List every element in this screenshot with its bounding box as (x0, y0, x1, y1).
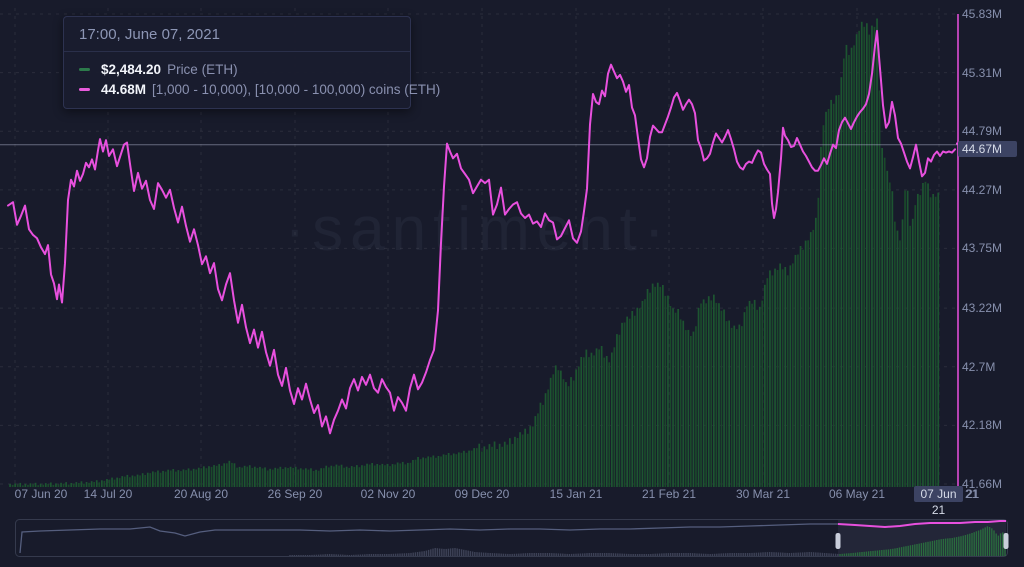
x-axis-label: 15 Jan 21 (549, 487, 603, 501)
x-axis-label: 09 Dec 20 (454, 487, 510, 501)
x-axis-label: 06 May 21 (828, 487, 886, 501)
x-axis-label: 26 Sep 20 (267, 487, 323, 501)
tooltip-row-coins: 44.68M [1,000 - 10,000), [10,000 - 100,0… (79, 79, 440, 99)
x-axis-label: 02 Nov 20 (360, 487, 416, 501)
x-axis-label: 14 Jul 20 (83, 487, 133, 501)
y-axis-label: 41.66M (962, 477, 1003, 491)
chart-tooltip: 17:00, June 07, 2021 $2,484.20 Price (ET… (63, 16, 440, 109)
clipped-axis-label: 21 (965, 487, 979, 501)
current-date-badge: 07 Jun 21 (914, 486, 963, 517)
y-axis-label: 42.7M (962, 359, 996, 374)
x-axis-label: 07 Jun 20 (14, 487, 68, 501)
price-series-dash-icon (79, 67, 90, 71)
y-axis-label: 42.18M (962, 418, 1003, 433)
y-axis-label: 43.22M (962, 301, 1003, 316)
navigator-left-handle[interactable] (835, 533, 841, 549)
y-axis-label: 44.79M (962, 124, 1003, 139)
coins-value: 44.68M (101, 81, 147, 97)
coins-label: [1,000 - 10,000), [10,000 - 100,000) coi… (152, 81, 441, 97)
tooltip-date: 17:00, June 07, 2021 (64, 17, 410, 52)
price-label: Price (ETH) (167, 61, 238, 77)
y-axis-label: 43.75M (962, 241, 1003, 256)
tooltip-row-price: $2,484.20 Price (ETH) (79, 59, 395, 79)
navigator-right-handle[interactable] (1003, 533, 1009, 549)
price-value: $2,484.20 (101, 61, 162, 77)
x-axis-label: 30 Mar 21 (735, 487, 791, 501)
coins-series-dash-icon (79, 87, 90, 91)
x-axis-label: 20 Aug 20 (173, 487, 229, 501)
y-axis-label: 45.31M (962, 65, 1003, 80)
y-axis-label: 45.83M (962, 7, 1003, 21)
y-axis-label: 44.27M (962, 182, 1003, 197)
current-value-badge: 44.67M (958, 141, 1017, 157)
x-axis-label: 21 Feb 21 (641, 487, 697, 501)
